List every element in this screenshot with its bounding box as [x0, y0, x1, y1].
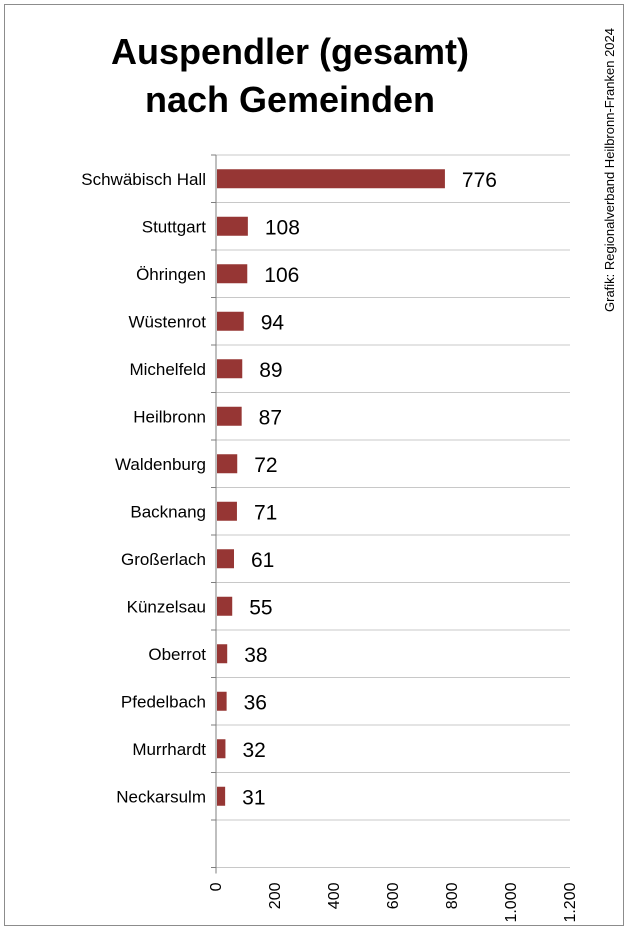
data-label: 71	[254, 501, 277, 524]
category-label: Wüstenrot	[129, 312, 207, 331]
bar	[217, 359, 243, 379]
data-label: 106	[264, 264, 299, 287]
data-label: 108	[265, 216, 300, 239]
bar	[217, 454, 238, 474]
bar	[217, 216, 248, 236]
category-label: Waldenburg	[115, 455, 206, 474]
value-tick-label: 400	[326, 882, 343, 909]
chart-title: Auspendler (gesamt) nach Gemeinden	[40, 28, 540, 124]
category-label: Öhringen	[136, 265, 206, 284]
bar	[217, 406, 242, 426]
category-label: Oberrot	[148, 645, 206, 664]
bar	[217, 739, 226, 759]
data-label: 36	[244, 691, 267, 714]
bar	[217, 644, 228, 664]
value-tick-label: 0	[208, 882, 225, 891]
value-tick-label: 1.000	[503, 882, 520, 922]
data-label: 776	[462, 169, 497, 192]
category-label: Neckarsulm	[116, 787, 206, 806]
category-label: Heilbronn	[133, 407, 206, 426]
bar	[217, 501, 237, 521]
chart-title-line-1: Auspendler (gesamt)	[110, 31, 470, 72]
bar	[217, 264, 248, 284]
category-label: Pfedelbach	[121, 692, 206, 711]
category-label: Michelfeld	[129, 360, 206, 379]
category-label: Künzelsau	[127, 597, 206, 616]
data-label: 38	[244, 644, 267, 667]
data-label: 32	[242, 739, 265, 762]
value-tick-label: 600	[385, 882, 402, 909]
value-tick-label: 800	[444, 882, 461, 909]
bar	[217, 691, 227, 711]
data-label: 72	[254, 454, 277, 477]
data-label: 31	[242, 786, 265, 809]
category-label: Stuttgart	[142, 217, 207, 236]
value-tick-label: 200	[267, 882, 284, 909]
chart-title-line-2: nach Gemeinden	[144, 79, 436, 120]
data-label: 55	[249, 596, 272, 619]
category-label: Schwäbisch Hall	[81, 170, 206, 189]
data-label: 89	[259, 359, 282, 382]
bar	[217, 786, 226, 806]
bar	[217, 549, 234, 569]
data-label: 94	[261, 311, 285, 334]
data-label: 61	[251, 549, 274, 572]
category-label: Murrhardt	[132, 740, 206, 759]
data-label: 87	[259, 406, 282, 429]
value-tick-label: 1.200	[562, 882, 579, 922]
bar	[217, 596, 233, 616]
bar	[217, 311, 244, 331]
category-label: Backnang	[130, 502, 206, 521]
bar	[217, 169, 445, 189]
category-label: Großerlach	[121, 550, 206, 569]
